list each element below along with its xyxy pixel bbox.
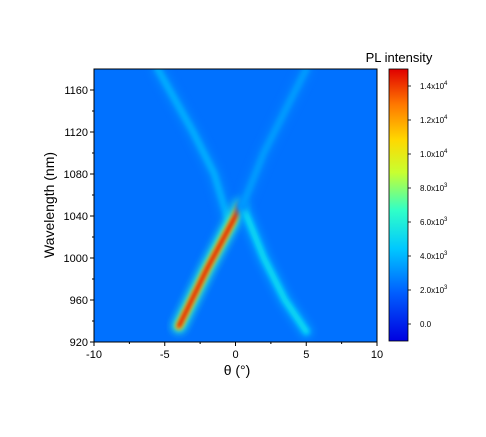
colorbar-tick-label: 8.0x103: [420, 183, 448, 193]
plot-area: [94, 69, 377, 342]
colorbar-tick-label: 1.0x104: [420, 149, 448, 159]
x-tick-label: 10: [371, 349, 383, 361]
y-tick-label: 1080: [64, 169, 88, 181]
branch-line-2: [241, 204, 308, 333]
colorbar-tick-label: 4.0x103: [420, 251, 448, 261]
colorbar-tick-label: 1.2x104: [420, 115, 448, 125]
y-tick-label: 1000: [64, 253, 88, 265]
x-tick-label: -10: [86, 349, 102, 361]
x-tick-label: -5: [160, 349, 170, 361]
colorbar: [388, 68, 409, 342]
y-axis-ticks: 920 960 1000 1040 1080 1120 1160: [64, 85, 94, 349]
colorbar-tick-label: 0.0: [420, 320, 432, 329]
y-tick-label: 1040: [64, 211, 88, 223]
colorbar-ticks: 0.0 2.0x103 4.0x103 6.0x103 8.0x103 1.0x104 1.…: [408, 81, 448, 329]
colorbar-title: PL intensity: [366, 50, 433, 65]
colorbar-tick-label: 1.4x104: [420, 81, 448, 91]
x-tick-label: 5: [303, 349, 309, 361]
x-axis-ticks: -10 -5 0 5 10: [86, 342, 383, 361]
y-tick-label: 920: [70, 337, 88, 349]
emission-branches: [150, 69, 314, 339]
x-axis-title: θ (°): [224, 362, 251, 378]
y-axis-title: Wavelength (nm): [41, 152, 57, 258]
colorbar-tick-label: 2.0x103: [420, 285, 448, 295]
y-tick-label: 1120: [64, 127, 88, 139]
branch-line-3: [241, 69, 308, 207]
colorbar-tick-label: 6.0x103: [420, 217, 448, 227]
y-tick-label: 1160: [64, 85, 88, 97]
x-tick-label: 0: [232, 349, 238, 361]
y-tick-label: 960: [70, 295, 88, 307]
